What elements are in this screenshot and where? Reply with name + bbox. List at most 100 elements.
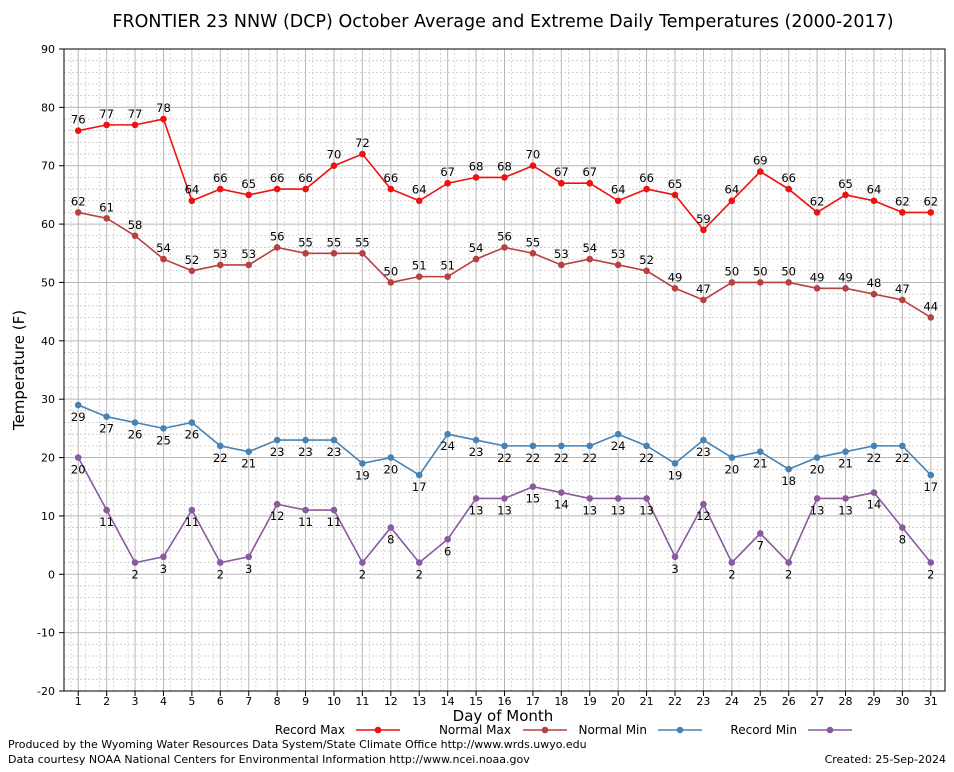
- data-point: [103, 506, 110, 514]
- data-label: 29: [71, 410, 86, 424]
- data-point: [842, 448, 849, 456]
- y-axis-label: Temperature (F): [10, 310, 28, 431]
- data-point: [529, 162, 537, 170]
- data-point: [785, 465, 792, 473]
- data-point: [245, 448, 253, 456]
- data-point: [671, 284, 679, 292]
- data-point: [700, 436, 707, 444]
- data-label: 13: [810, 503, 825, 517]
- data-label: 21: [838, 457, 853, 471]
- data-point: [700, 226, 707, 234]
- data-label: 55: [298, 235, 313, 249]
- data-label: 25: [156, 433, 171, 447]
- data-point: [330, 249, 338, 257]
- data-label: 47: [895, 282, 910, 296]
- data-label: 24: [440, 439, 455, 453]
- data-point: [472, 255, 480, 263]
- data-label: 53: [611, 247, 626, 261]
- data-point: [131, 419, 139, 426]
- data-label: 23: [327, 445, 342, 459]
- data-point: [756, 448, 764, 456]
- x-tick-label: 14: [441, 695, 455, 708]
- data-label: 44: [923, 299, 938, 313]
- x-tick-label: 18: [554, 695, 568, 708]
- data-label: 52: [185, 253, 200, 267]
- data-point: [415, 273, 423, 280]
- data-label: 52: [639, 253, 654, 267]
- data-label: 14: [867, 498, 882, 512]
- data-point: [586, 179, 594, 187]
- legend-swatch-marker: [676, 726, 684, 734]
- data-point: [160, 425, 167, 432]
- data-point: [330, 436, 338, 444]
- x-tick-label: 10: [327, 695, 341, 708]
- data-label: 53: [213, 247, 228, 261]
- data-label: 78: [156, 101, 171, 115]
- y-tick-label: 80: [41, 101, 55, 114]
- data-label: 13: [639, 503, 654, 517]
- data-label: 14: [554, 498, 569, 512]
- data-label: 70: [526, 148, 541, 162]
- x-tick-label: 23: [696, 695, 710, 708]
- legend-label: Normal Max: [439, 723, 511, 737]
- data-label: 2: [728, 568, 735, 582]
- y-tick-label: 0: [48, 568, 55, 581]
- data-point: [330, 506, 338, 514]
- data-point: [785, 185, 792, 193]
- data-label: 62: [810, 194, 825, 208]
- data-label: 50: [781, 264, 796, 278]
- x-tick-label: 2: [103, 695, 110, 708]
- data-label: 67: [440, 165, 455, 179]
- data-point: [813, 495, 821, 502]
- data-point: [529, 483, 537, 491]
- data-point: [899, 524, 906, 531]
- data-label: 13: [582, 503, 597, 517]
- data-label: 54: [156, 241, 171, 255]
- data-point: [188, 197, 196, 205]
- data-label: 53: [241, 247, 256, 261]
- data-label: 22: [582, 451, 597, 465]
- data-label: 49: [810, 270, 825, 284]
- x-tick-label: 31: [924, 695, 938, 708]
- data-point: [273, 244, 281, 251]
- data-point: [614, 495, 622, 502]
- data-point: [586, 442, 594, 450]
- data-point: [529, 249, 537, 257]
- data-label: 24: [611, 439, 626, 453]
- data-point: [899, 442, 906, 450]
- series-normal-min: 29 27 26 25 26 22 21 23 23 23 19 20 17 24 23 22 22 22 22 24…: [71, 401, 938, 494]
- data-label: 22: [554, 451, 569, 465]
- x-tick-label: 24: [725, 695, 739, 708]
- footer-produced-by: Produced by the Wyoming Water Resources …: [8, 738, 587, 751]
- x-tick-label: 6: [217, 695, 224, 708]
- data-point: [899, 296, 906, 304]
- data-label: 23: [469, 445, 484, 459]
- data-label: 67: [554, 165, 569, 179]
- x-tick-label: 25: [753, 695, 767, 708]
- data-point: [444, 430, 451, 438]
- x-tick-label: 12: [384, 695, 398, 708]
- data-label: 77: [99, 107, 114, 121]
- data-point: [671, 553, 679, 561]
- data-label: 54: [582, 241, 597, 255]
- x-tick-label: 8: [274, 695, 281, 708]
- data-point: [131, 232, 139, 240]
- data-label: 12: [270, 509, 285, 523]
- y-tick-label: 90: [41, 43, 55, 56]
- data-point: [131, 559, 139, 566]
- data-label: 2: [359, 568, 366, 582]
- data-point: [671, 191, 679, 199]
- legend-swatch-marker: [826, 726, 834, 734]
- data-label: 23: [696, 445, 711, 459]
- data-point: [501, 174, 508, 181]
- x-tick-label: 1: [75, 695, 82, 708]
- data-point: [842, 495, 849, 502]
- data-point: [188, 506, 196, 514]
- data-point: [160, 255, 167, 263]
- data-label: 47: [696, 282, 711, 296]
- data-label: 49: [668, 270, 683, 284]
- data-point: [501, 244, 508, 251]
- data-label: 48: [867, 276, 882, 290]
- data-point: [472, 436, 480, 444]
